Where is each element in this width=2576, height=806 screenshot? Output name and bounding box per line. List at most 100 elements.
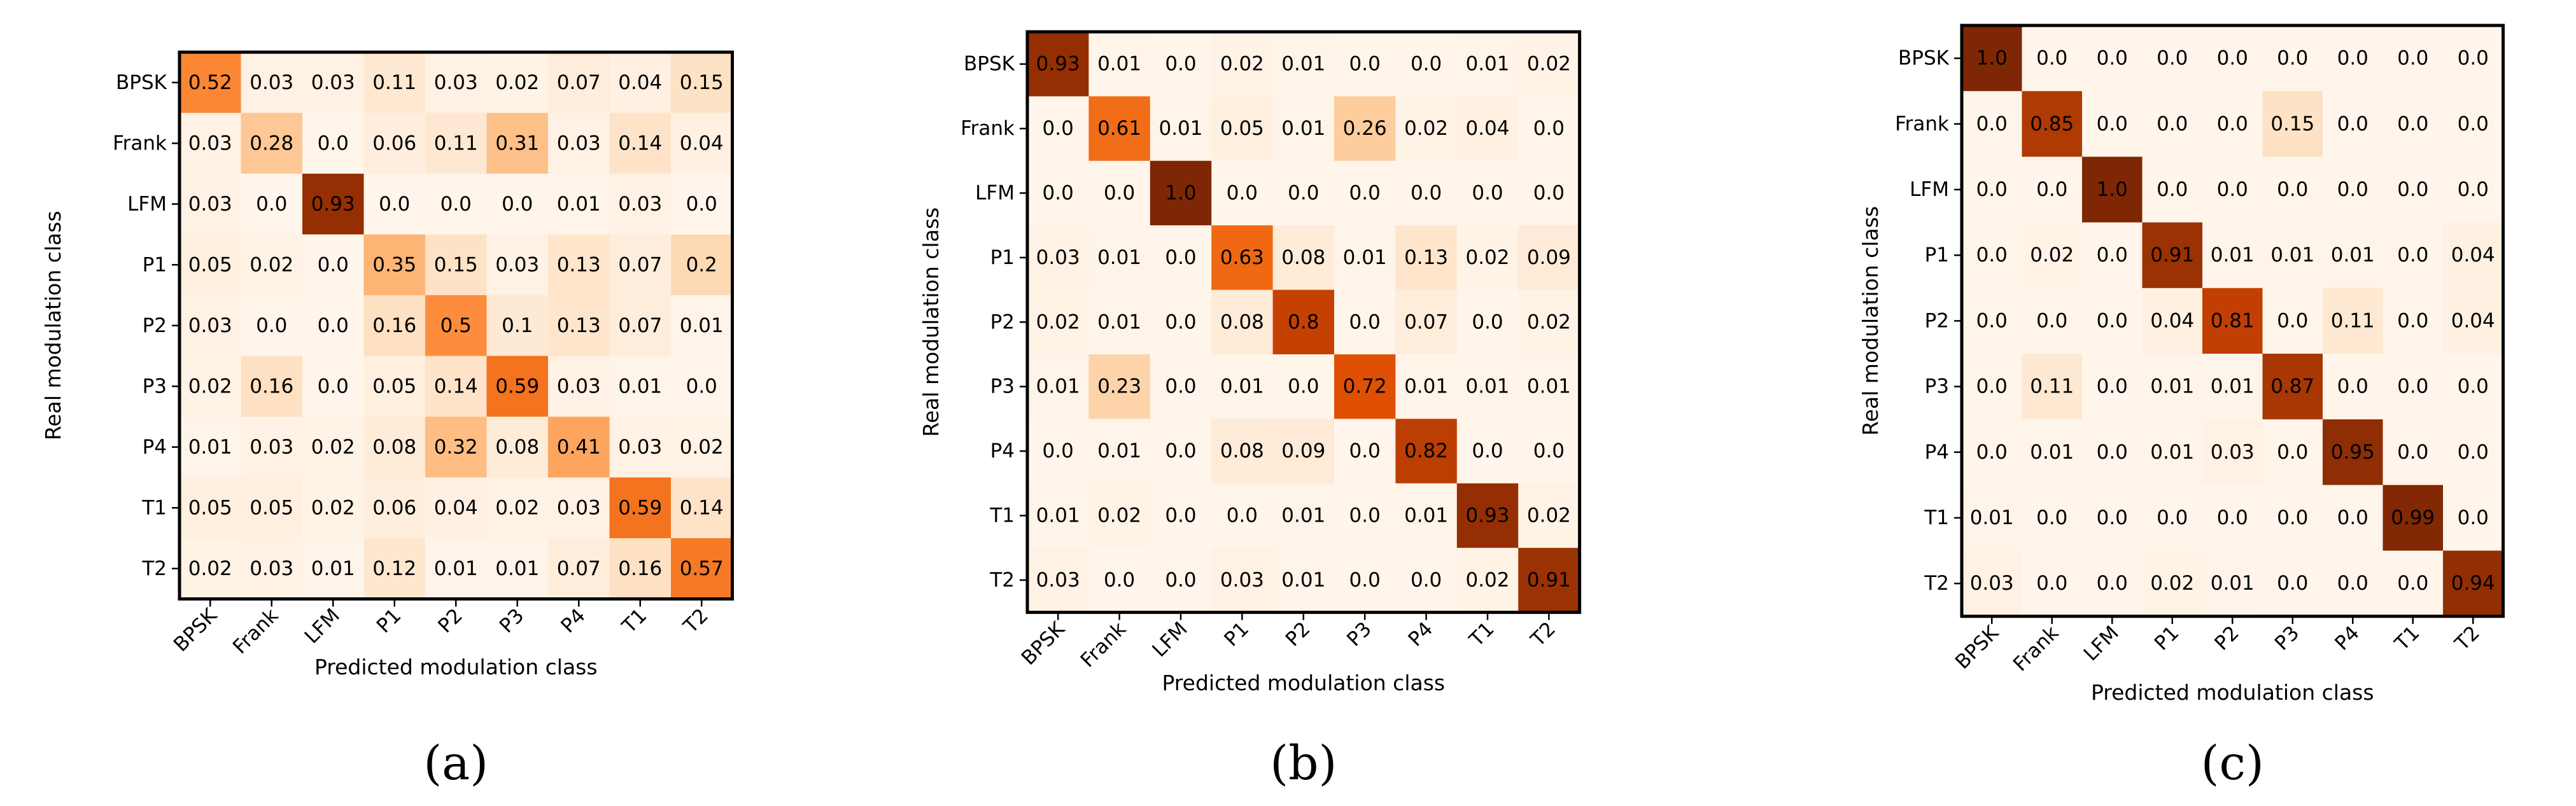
cell-value-label: 0.06: [372, 132, 416, 155]
x-tick-label: T2: [1526, 618, 1561, 652]
cell-value-label: 0.59: [495, 375, 539, 398]
cell-value-label: 0.03: [557, 375, 601, 398]
heatmap-cell: [2142, 419, 2203, 485]
y-tick-label: T2: [989, 569, 1015, 592]
heatmap-cell: [1395, 483, 1458, 548]
cell-value-label: 0.0: [2157, 506, 2188, 529]
x-tick-label: BPSK: [169, 604, 222, 656]
cell-value-label: 0.15: [434, 253, 478, 276]
cell-value-label: 0.0: [1165, 569, 1196, 592]
heatmap-cell: [671, 417, 733, 478]
cell-value-label: 0.0: [256, 314, 287, 337]
heatmap-cell: [1962, 419, 2023, 485]
heatmap-cell: [548, 417, 610, 478]
cell-value-label: 0.5: [440, 314, 472, 337]
cell-value-label: 0.01: [2331, 244, 2375, 267]
cell-value-label: 0.01: [1281, 117, 1325, 140]
cell-value-label: 0.0: [1349, 53, 1381, 76]
cell-value-label: 0.07: [1404, 310, 1448, 333]
heatmap-cell: [2022, 25, 2083, 92]
cell-value-label: 0.04: [1465, 117, 1509, 140]
heatmap-cell: [179, 477, 242, 539]
cell-value-label: 0.63: [1220, 246, 1264, 269]
cell-value-label: 0.01: [1343, 246, 1387, 269]
cell-value-label: 0.0: [1165, 375, 1196, 398]
panel-label: (c): [2201, 736, 2264, 791]
heatmap-cell: [1456, 160, 1519, 226]
cell-value-label: 0.02: [1036, 310, 1080, 333]
cell-value-label: 0.02: [1527, 53, 1571, 76]
y-axis-title: Real modulation class: [1858, 206, 1883, 436]
cell-value-label: 0.0: [2337, 572, 2368, 595]
x-tick-label: T1: [617, 604, 652, 639]
heatmap-cell: [2022, 91, 2083, 157]
cell-value-label: 0.0: [1411, 569, 1442, 592]
cell-value-label: 1.0: [2097, 178, 2128, 201]
x-tick-label: BPSK: [1951, 622, 2003, 674]
heatmap-cell: [1027, 548, 1089, 613]
heatmap-cell: [179, 234, 242, 296]
heatmap-cell: [2262, 288, 2323, 354]
y-tick-label: T1: [1924, 506, 1949, 529]
y-tick-label: BPSK: [116, 71, 167, 94]
cell-value-label: 0.0: [379, 193, 410, 216]
heatmap-cell: [1334, 419, 1396, 484]
cell-value-label: 0.0: [1533, 440, 1565, 462]
heatmap-cell: [1962, 91, 2023, 157]
heatmap-cell: [548, 477, 610, 539]
heatmap-cell: [179, 52, 242, 114]
y-tick-label: T2: [1924, 572, 1949, 595]
cell-value-label: 0.01: [2030, 441, 2074, 464]
heatmap-cell: [425, 538, 488, 600]
heatmap-cell: [2323, 222, 2384, 289]
cell-value-label: 0.0: [1349, 504, 1381, 527]
heatmap-cell: [363, 295, 426, 357]
cell-value-label: 0.01: [311, 557, 355, 580]
cell-value-label: 0.11: [434, 132, 478, 155]
cell-value-label: 0.03: [311, 71, 355, 94]
heatmap-cell: [241, 477, 303, 539]
cell-value-label: 0.0: [2337, 178, 2368, 201]
cell-value-label: 0.01: [1970, 506, 2014, 529]
heatmap-cell: [1518, 548, 1580, 613]
heatmap-cell: [302, 295, 365, 357]
heatmap-cell: [425, 234, 488, 296]
heatmap-cell: [1334, 354, 1396, 419]
heatmap-cell: [1088, 289, 1151, 355]
heatmap-cell: [2022, 354, 2083, 420]
heatmap-cell: [1518, 96, 1580, 162]
heatmap-cell: [1088, 160, 1151, 226]
cell-value-label: 0.0: [1472, 182, 1503, 205]
cell-value-label: 0.15: [680, 71, 724, 94]
heatmap-cell: [2142, 550, 2203, 617]
y-tick-label: P1: [990, 246, 1015, 269]
heatmap-cell: [2202, 25, 2263, 92]
heatmap-cell: [1518, 289, 1580, 355]
y-tick-label: P4: [143, 436, 167, 459]
cell-value-label: 0.0: [2277, 506, 2308, 529]
heatmap-cell: [363, 538, 426, 600]
cell-value-label: 0.02: [495, 71, 539, 94]
cell-value-label: 0.0: [1165, 246, 1196, 269]
cell-value-label: 0.01: [1465, 375, 1509, 398]
cell-value-label: 0.01: [1465, 53, 1509, 76]
cell-value-label: 0.0: [1976, 178, 2008, 201]
heatmap-cell: [671, 477, 733, 539]
panel-label: (a): [423, 736, 488, 791]
x-tick-label: P3: [2270, 622, 2304, 655]
cell-value-label: 0.01: [1036, 375, 1080, 398]
x-tick-label: P3: [1342, 618, 1376, 651]
cell-value-label: 0.04: [434, 496, 478, 519]
heatmap-cell: [1272, 289, 1335, 355]
cell-value-label: 0.01: [1281, 569, 1325, 592]
heatmap-cell: [2262, 550, 2323, 617]
heatmap-cell: [1150, 354, 1212, 419]
heatmap-cell: [486, 113, 549, 174]
heatmap-cell: [2382, 485, 2444, 552]
cell-value-label: 0.0: [1472, 310, 1503, 333]
cell-value-label: 0.93: [1036, 53, 1080, 76]
cell-value-label: 0.0: [2337, 113, 2368, 135]
cell-value-label: 0.0: [2458, 375, 2489, 398]
x-tick-label: LFM: [1148, 618, 1192, 662]
x-tick-label: P2: [2210, 622, 2244, 655]
